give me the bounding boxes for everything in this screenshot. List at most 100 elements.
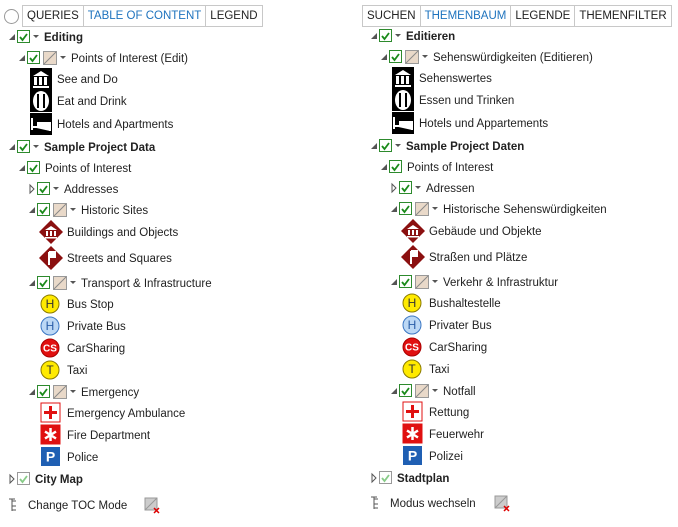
layer-label[interactable]: Sehenswertes xyxy=(419,73,492,85)
checkbox[interactable] xyxy=(17,140,30,153)
dropdown-arrow[interactable] xyxy=(395,34,401,37)
tab[interactable]: QUERIES xyxy=(22,5,84,27)
layer-label[interactable]: Hotels und Appartements xyxy=(419,118,548,130)
checkbox[interactable] xyxy=(379,29,392,42)
checkbox[interactable] xyxy=(37,385,50,398)
expander[interactable] xyxy=(29,389,35,395)
expander[interactable] xyxy=(29,183,35,195)
tab[interactable]: TABLE OF CONTENT xyxy=(82,5,207,27)
dropdown-arrow[interactable] xyxy=(432,280,438,283)
expander[interactable] xyxy=(9,144,15,150)
expander[interactable] xyxy=(19,165,25,171)
layer-label[interactable]: Sehenswürdigkeiten (Editieren) xyxy=(433,52,593,64)
layer-label[interactable]: Private Bus xyxy=(67,321,126,333)
layer-label[interactable]: Stadtplan xyxy=(397,473,449,485)
toc-mode-button[interactable]: Change TOC Mode xyxy=(28,500,127,512)
tab[interactable]: LEGEND xyxy=(205,5,263,27)
checkbox[interactable] xyxy=(399,181,412,194)
checkbox[interactable] xyxy=(17,472,30,485)
checkbox[interactable] xyxy=(379,139,392,152)
expander[interactable] xyxy=(371,472,377,484)
layer-label[interactable]: Straßen und Plätze xyxy=(429,252,527,264)
back-button[interactable] xyxy=(4,9,19,24)
layer-label[interactable]: Bushaltestelle xyxy=(429,298,501,310)
checkbox[interactable] xyxy=(399,275,412,288)
dropdown-arrow[interactable] xyxy=(432,389,438,392)
layer-label[interactable]: Editieren xyxy=(406,31,455,43)
layer-label[interactable]: Rettung xyxy=(429,407,469,419)
layer-label[interactable]: CarSharing xyxy=(429,342,487,354)
checkbox[interactable] xyxy=(37,203,50,216)
checkbox[interactable] xyxy=(37,182,50,195)
dropdown-arrow[interactable] xyxy=(70,281,76,284)
tab[interactable]: LEGENDE xyxy=(510,5,576,27)
dropdown-arrow[interactable] xyxy=(60,56,66,59)
layer-label[interactable]: Historische Sehenswürdigkeiten xyxy=(443,204,607,216)
dropdown-arrow[interactable] xyxy=(415,186,421,189)
layer-label[interactable]: Sample Project Data xyxy=(44,142,156,154)
layer-label[interactable]: Feuerwehr xyxy=(429,429,484,441)
layer-label[interactable]: Eat and Drink xyxy=(57,96,127,108)
layer-label[interactable]: Points of Interest (Edit) xyxy=(71,53,188,65)
layer-label[interactable]: Adressen xyxy=(426,183,475,195)
dropdown-arrow[interactable] xyxy=(53,187,59,190)
expander[interactable] xyxy=(29,280,35,286)
dropdown-arrow[interactable] xyxy=(432,207,438,210)
layer-label[interactable]: Notfall xyxy=(443,386,476,398)
checkbox[interactable] xyxy=(379,471,392,484)
checkbox[interactable] xyxy=(389,50,402,63)
expander[interactable] xyxy=(371,33,377,39)
filter-remove-icon[interactable] xyxy=(494,495,508,509)
layer-label[interactable]: Taxi xyxy=(429,364,449,376)
layer-label[interactable]: Fire Department xyxy=(67,430,151,442)
checkbox[interactable] xyxy=(399,384,412,397)
layer-label[interactable]: Polizei xyxy=(429,451,463,463)
toc-mode-button[interactable]: Modus wechseln xyxy=(390,498,476,510)
layer-label[interactable]: See and Do xyxy=(57,74,118,86)
expander[interactable] xyxy=(19,55,25,61)
layer-label[interactable]: Historic Sites xyxy=(81,205,148,217)
layer-label[interactable]: Buildings and Objects xyxy=(67,227,178,239)
layer-label[interactable]: Verkehr & Infrastruktur xyxy=(443,277,558,289)
expander[interactable] xyxy=(381,54,387,60)
expander[interactable] xyxy=(9,473,15,485)
layer-label[interactable]: Bus Stop xyxy=(67,299,114,311)
dropdown-arrow[interactable] xyxy=(395,144,401,147)
expander[interactable] xyxy=(29,207,35,213)
expander[interactable] xyxy=(391,182,397,194)
layer-label[interactable]: Addresses xyxy=(64,184,119,196)
expander[interactable] xyxy=(381,164,387,170)
layer-label[interactable]: Privater Bus xyxy=(429,320,492,332)
layer-label[interactable]: Essen und Trinken xyxy=(419,95,514,107)
layer-label[interactable]: Emergency Ambulance xyxy=(67,408,185,420)
dropdown-arrow[interactable] xyxy=(33,145,39,148)
layer-label[interactable]: Police xyxy=(67,452,98,464)
checkbox[interactable] xyxy=(399,202,412,215)
dropdown-arrow[interactable] xyxy=(70,390,76,393)
checkbox[interactable] xyxy=(27,161,40,174)
tab[interactable]: THEMENFILTER xyxy=(574,5,672,27)
layer-label[interactable]: Hotels and Apartments xyxy=(57,119,174,131)
dropdown-arrow[interactable] xyxy=(33,35,39,38)
layer-label[interactable]: Taxi xyxy=(67,365,87,377)
tab[interactable]: THEMENBAUM xyxy=(419,5,512,27)
layer-label[interactable]: Emergency xyxy=(81,387,139,399)
layer-label[interactable]: Transport & Infrastructure xyxy=(81,278,212,290)
layer-label[interactable]: CarSharing xyxy=(67,343,125,355)
layer-label[interactable]: Streets and Squares xyxy=(67,253,172,265)
expander[interactable] xyxy=(391,206,397,212)
layer-label[interactable]: Sample Project Daten xyxy=(406,141,524,153)
layer-label[interactable]: City Map xyxy=(35,474,83,486)
checkbox[interactable] xyxy=(37,276,50,289)
layer-label[interactable]: Points of Interest xyxy=(45,163,132,175)
checkbox[interactable] xyxy=(27,51,40,64)
layer-label[interactable]: Editing xyxy=(44,32,83,44)
expander[interactable] xyxy=(9,34,15,40)
layer-label[interactable]: Points of Interest xyxy=(407,162,494,174)
dropdown-arrow[interactable] xyxy=(70,208,76,211)
expander[interactable] xyxy=(391,279,397,285)
expander[interactable] xyxy=(371,143,377,149)
checkbox[interactable] xyxy=(17,30,30,43)
layer-label[interactable]: Gebäude und Objekte xyxy=(429,226,542,238)
checkbox[interactable] xyxy=(389,160,402,173)
